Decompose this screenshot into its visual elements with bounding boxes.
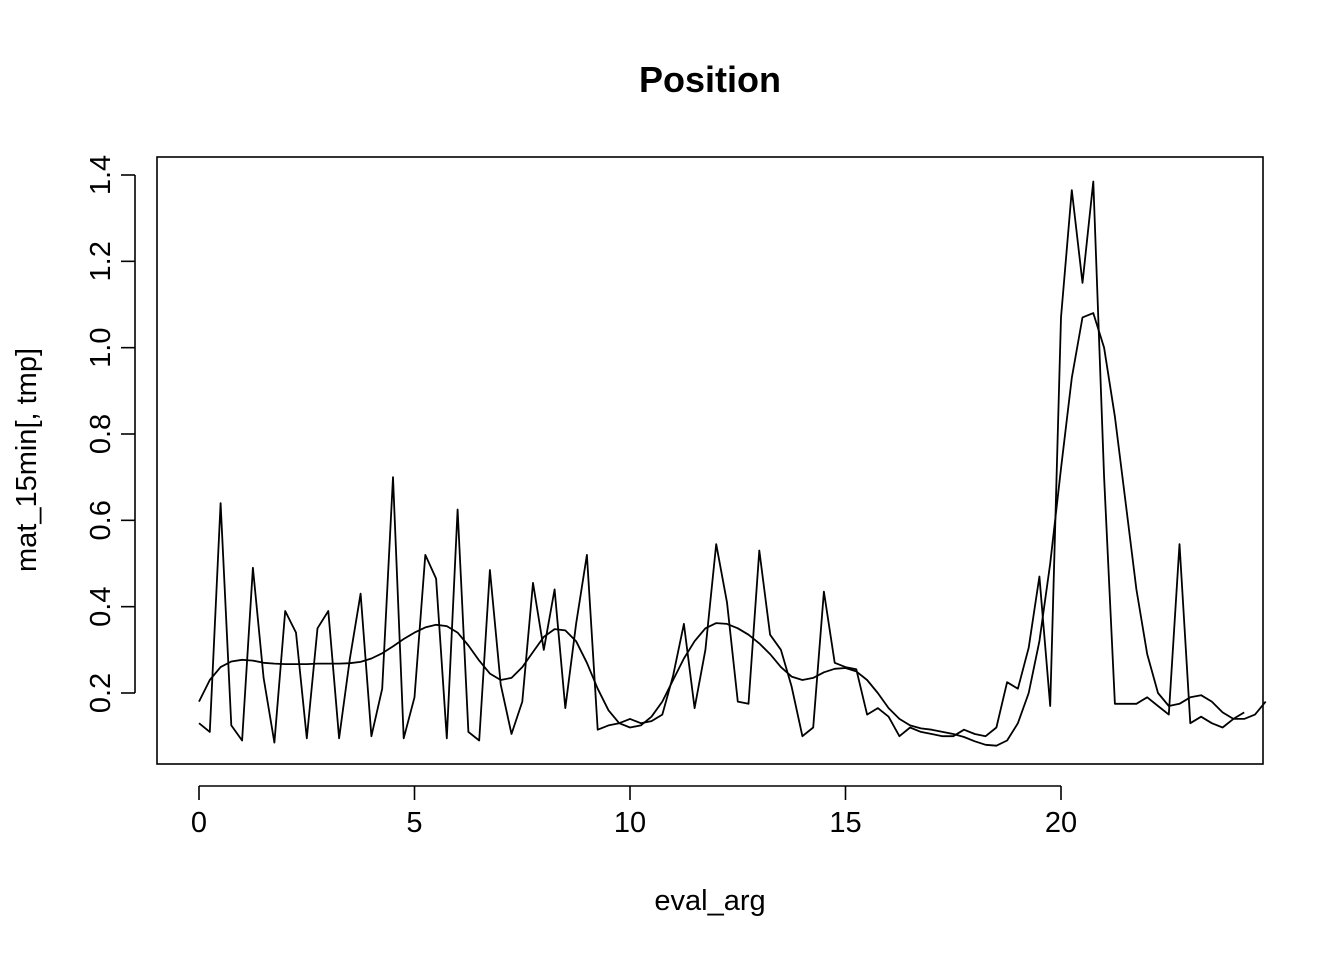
plot-frame	[156, 156, 1264, 765]
chart-title: Position	[639, 59, 781, 100]
y-tick-label: 0.6	[85, 500, 117, 540]
y-tick-label: 0.2	[85, 673, 117, 713]
x-axis-label: eval_arg	[654, 885, 765, 917]
series-group	[198, 180, 1267, 747]
series-line-1	[198, 180, 1245, 744]
series-line-2	[198, 312, 1267, 747]
x-tick-label: 5	[406, 807, 422, 839]
y-tick-label: 1.4	[85, 155, 117, 195]
x-tick-label: 10	[614, 807, 646, 839]
x-tick-label: 0	[191, 807, 207, 839]
x-tick-label: 20	[1045, 807, 1077, 839]
y-tick-label: 1.0	[85, 328, 117, 368]
y-axis: 0.2 0.4 0.6 0.8 1.0 1.2 1.4	[85, 155, 136, 713]
y-tick-label: 0.4	[85, 587, 117, 627]
y-tick-label: 0.8	[85, 414, 117, 454]
x-axis: 0 5 10 15 20	[191, 785, 1077, 839]
x-tick-label: 15	[829, 807, 861, 839]
y-axis-label: mat_15min[, tmp]	[11, 348, 43, 572]
y-tick-label: 1.2	[85, 241, 117, 281]
